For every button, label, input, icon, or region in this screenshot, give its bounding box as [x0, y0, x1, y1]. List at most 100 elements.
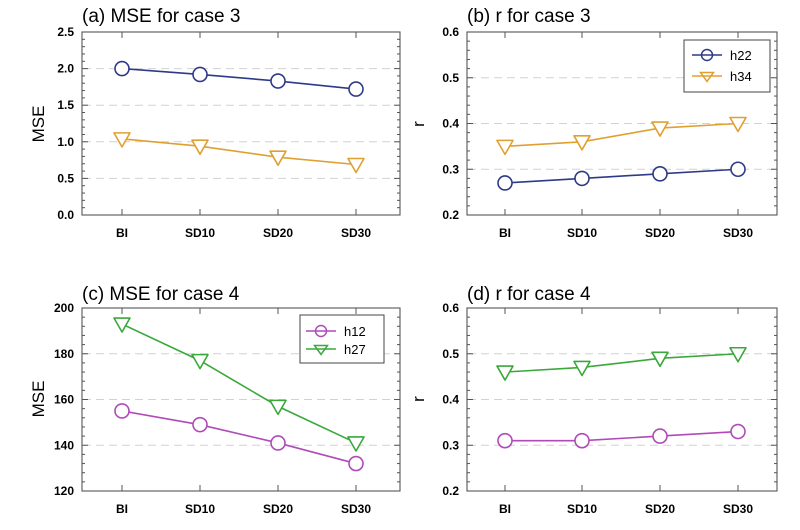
y-axis-label: MSE — [29, 381, 48, 418]
legend: h22 h34 — [683, 39, 771, 93]
data-point-h34 — [191, 139, 209, 155]
x-tick-label: BI — [116, 502, 128, 516]
y-tick-label: 1.5 — [57, 98, 74, 112]
data-point-h22 — [192, 66, 208, 83]
y-tick-label: 0.3 — [442, 438, 459, 452]
x-tick-label: SD20 — [263, 502, 293, 516]
y-tick-label: 0.6 — [442, 25, 459, 39]
legend-marker-h12 — [314, 324, 328, 338]
data-point-h34 — [729, 116, 747, 133]
y-tick-label: 200 — [54, 301, 74, 315]
y-tick-label: 0.0 — [57, 208, 74, 222]
x-tick-label: SD20 — [645, 502, 675, 516]
data-point-h27 — [496, 365, 514, 381]
y-tick-label: 0.4 — [442, 117, 459, 131]
chart-title: (a) MSE for case 3 — [82, 6, 240, 27]
y-tick-label: 120 — [54, 484, 74, 498]
data-point-h27 — [113, 317, 131, 333]
legend-marker-h27 — [313, 344, 329, 356]
legend-box — [683, 39, 771, 93]
data-point-h22 — [652, 166, 668, 182]
legend-label-h12: h12 — [344, 324, 366, 339]
data-point-h12 — [574, 432, 590, 449]
legend-label-h27: h27 — [344, 342, 366, 357]
y-tick-label: 0.3 — [442, 162, 459, 176]
data-point-h12 — [652, 428, 668, 444]
legend-box — [299, 314, 385, 364]
x-tick-label: SD30 — [341, 226, 371, 240]
panel-a: (a) MSE for case 3 MSE 0.0 0.5 1.0 1.5 2.0 2.… — [29, 6, 401, 240]
data-point-h12 — [497, 432, 513, 449]
data-point-h22 — [574, 170, 590, 187]
y-tick-label: 0.2 — [442, 484, 459, 498]
y-tick-label: 0.2 — [442, 208, 459, 222]
data-point-h27 — [573, 360, 591, 377]
data-point-h22 — [497, 175, 513, 191]
x-tick-label: SD10 — [567, 226, 597, 240]
y-axis-label: r — [409, 121, 428, 127]
data-point-h34 — [347, 157, 365, 174]
series-line-h34 — [121, 138, 357, 166]
series-line-h27 — [504, 352, 739, 373]
legend-marker-h22 — [700, 48, 714, 62]
data-point-h12 — [192, 416, 208, 433]
y-tick-label: 0.5 — [442, 71, 459, 85]
y-tick-label: 0.5 — [442, 347, 459, 361]
y-tick-label: 0.6 — [442, 301, 459, 315]
panel-b: (b) r for case 3 r 0.2 0.3 0.4 0.5 0.6 BI SD10… — [409, 6, 778, 240]
y-tick-label: 0.4 — [442, 393, 459, 407]
data-point-h34 — [113, 132, 131, 148]
chart-title: (d) r for case 4 — [467, 284, 591, 305]
series-line-h22 — [504, 168, 739, 184]
chart-title: (c) MSE for case 4 — [82, 284, 240, 305]
y-tick-label: 0.5 — [57, 171, 74, 185]
y-tick-label: 160 — [54, 393, 74, 407]
x-tick-label: BI — [499, 226, 511, 240]
y-axis-label: MSE — [29, 106, 48, 143]
x-tick-label: BI — [116, 226, 128, 240]
data-point-h27 — [347, 436, 365, 452]
data-point-h12 — [348, 455, 364, 472]
data-point-h34 — [496, 139, 514, 156]
data-point-h34 — [269, 150, 287, 166]
chart-title: (b) r for case 3 — [467, 6, 591, 27]
legend-marker-h34 — [699, 71, 715, 83]
data-point-h22 — [114, 60, 130, 77]
plot-frame — [81, 31, 401, 216]
x-tick-label: SD30 — [723, 502, 753, 516]
y-tick-label: 2.0 — [57, 62, 74, 76]
data-point-h27 — [729, 346, 747, 363]
x-tick-label: SD30 — [341, 502, 371, 516]
x-tick-label: SD20 — [263, 226, 293, 240]
x-tick-label: SD30 — [723, 226, 753, 240]
data-point-h22 — [348, 81, 364, 97]
data-point-h22 — [270, 73, 286, 89]
series-line-h12 — [121, 410, 357, 465]
data-point-h12 — [270, 435, 286, 451]
series-line-h34 — [504, 122, 739, 148]
x-tick-label: SD20 — [645, 226, 675, 240]
data-point-h12 — [730, 423, 746, 440]
data-point-h22 — [730, 161, 746, 178]
y-tick-label: 2.5 — [57, 25, 74, 39]
y-tick-label: 1.0 — [57, 135, 74, 149]
y-axis-label: r — [409, 396, 428, 402]
data-point-h27 — [269, 399, 287, 416]
legend: h12 h27 — [299, 314, 385, 364]
x-tick-label: SD10 — [567, 502, 597, 516]
x-tick-label: BI — [499, 502, 511, 516]
data-point-h34 — [651, 121, 669, 137]
data-point-h34 — [573, 135, 591, 151]
x-tick-label: SD10 — [185, 502, 215, 516]
y-tick-label: 140 — [54, 438, 74, 452]
series-line-h27 — [121, 323, 357, 444]
data-point-h27 — [191, 353, 209, 370]
x-tick-label: SD10 — [185, 226, 215, 240]
y-tick-label: 180 — [54, 347, 74, 361]
series-line-h22 — [121, 67, 357, 90]
series-line-h12 — [505, 430, 739, 442]
data-point-h27 — [651, 351, 669, 368]
legend-label-h22: h22 — [730, 48, 752, 63]
legend-label-h34: h34 — [730, 69, 752, 84]
